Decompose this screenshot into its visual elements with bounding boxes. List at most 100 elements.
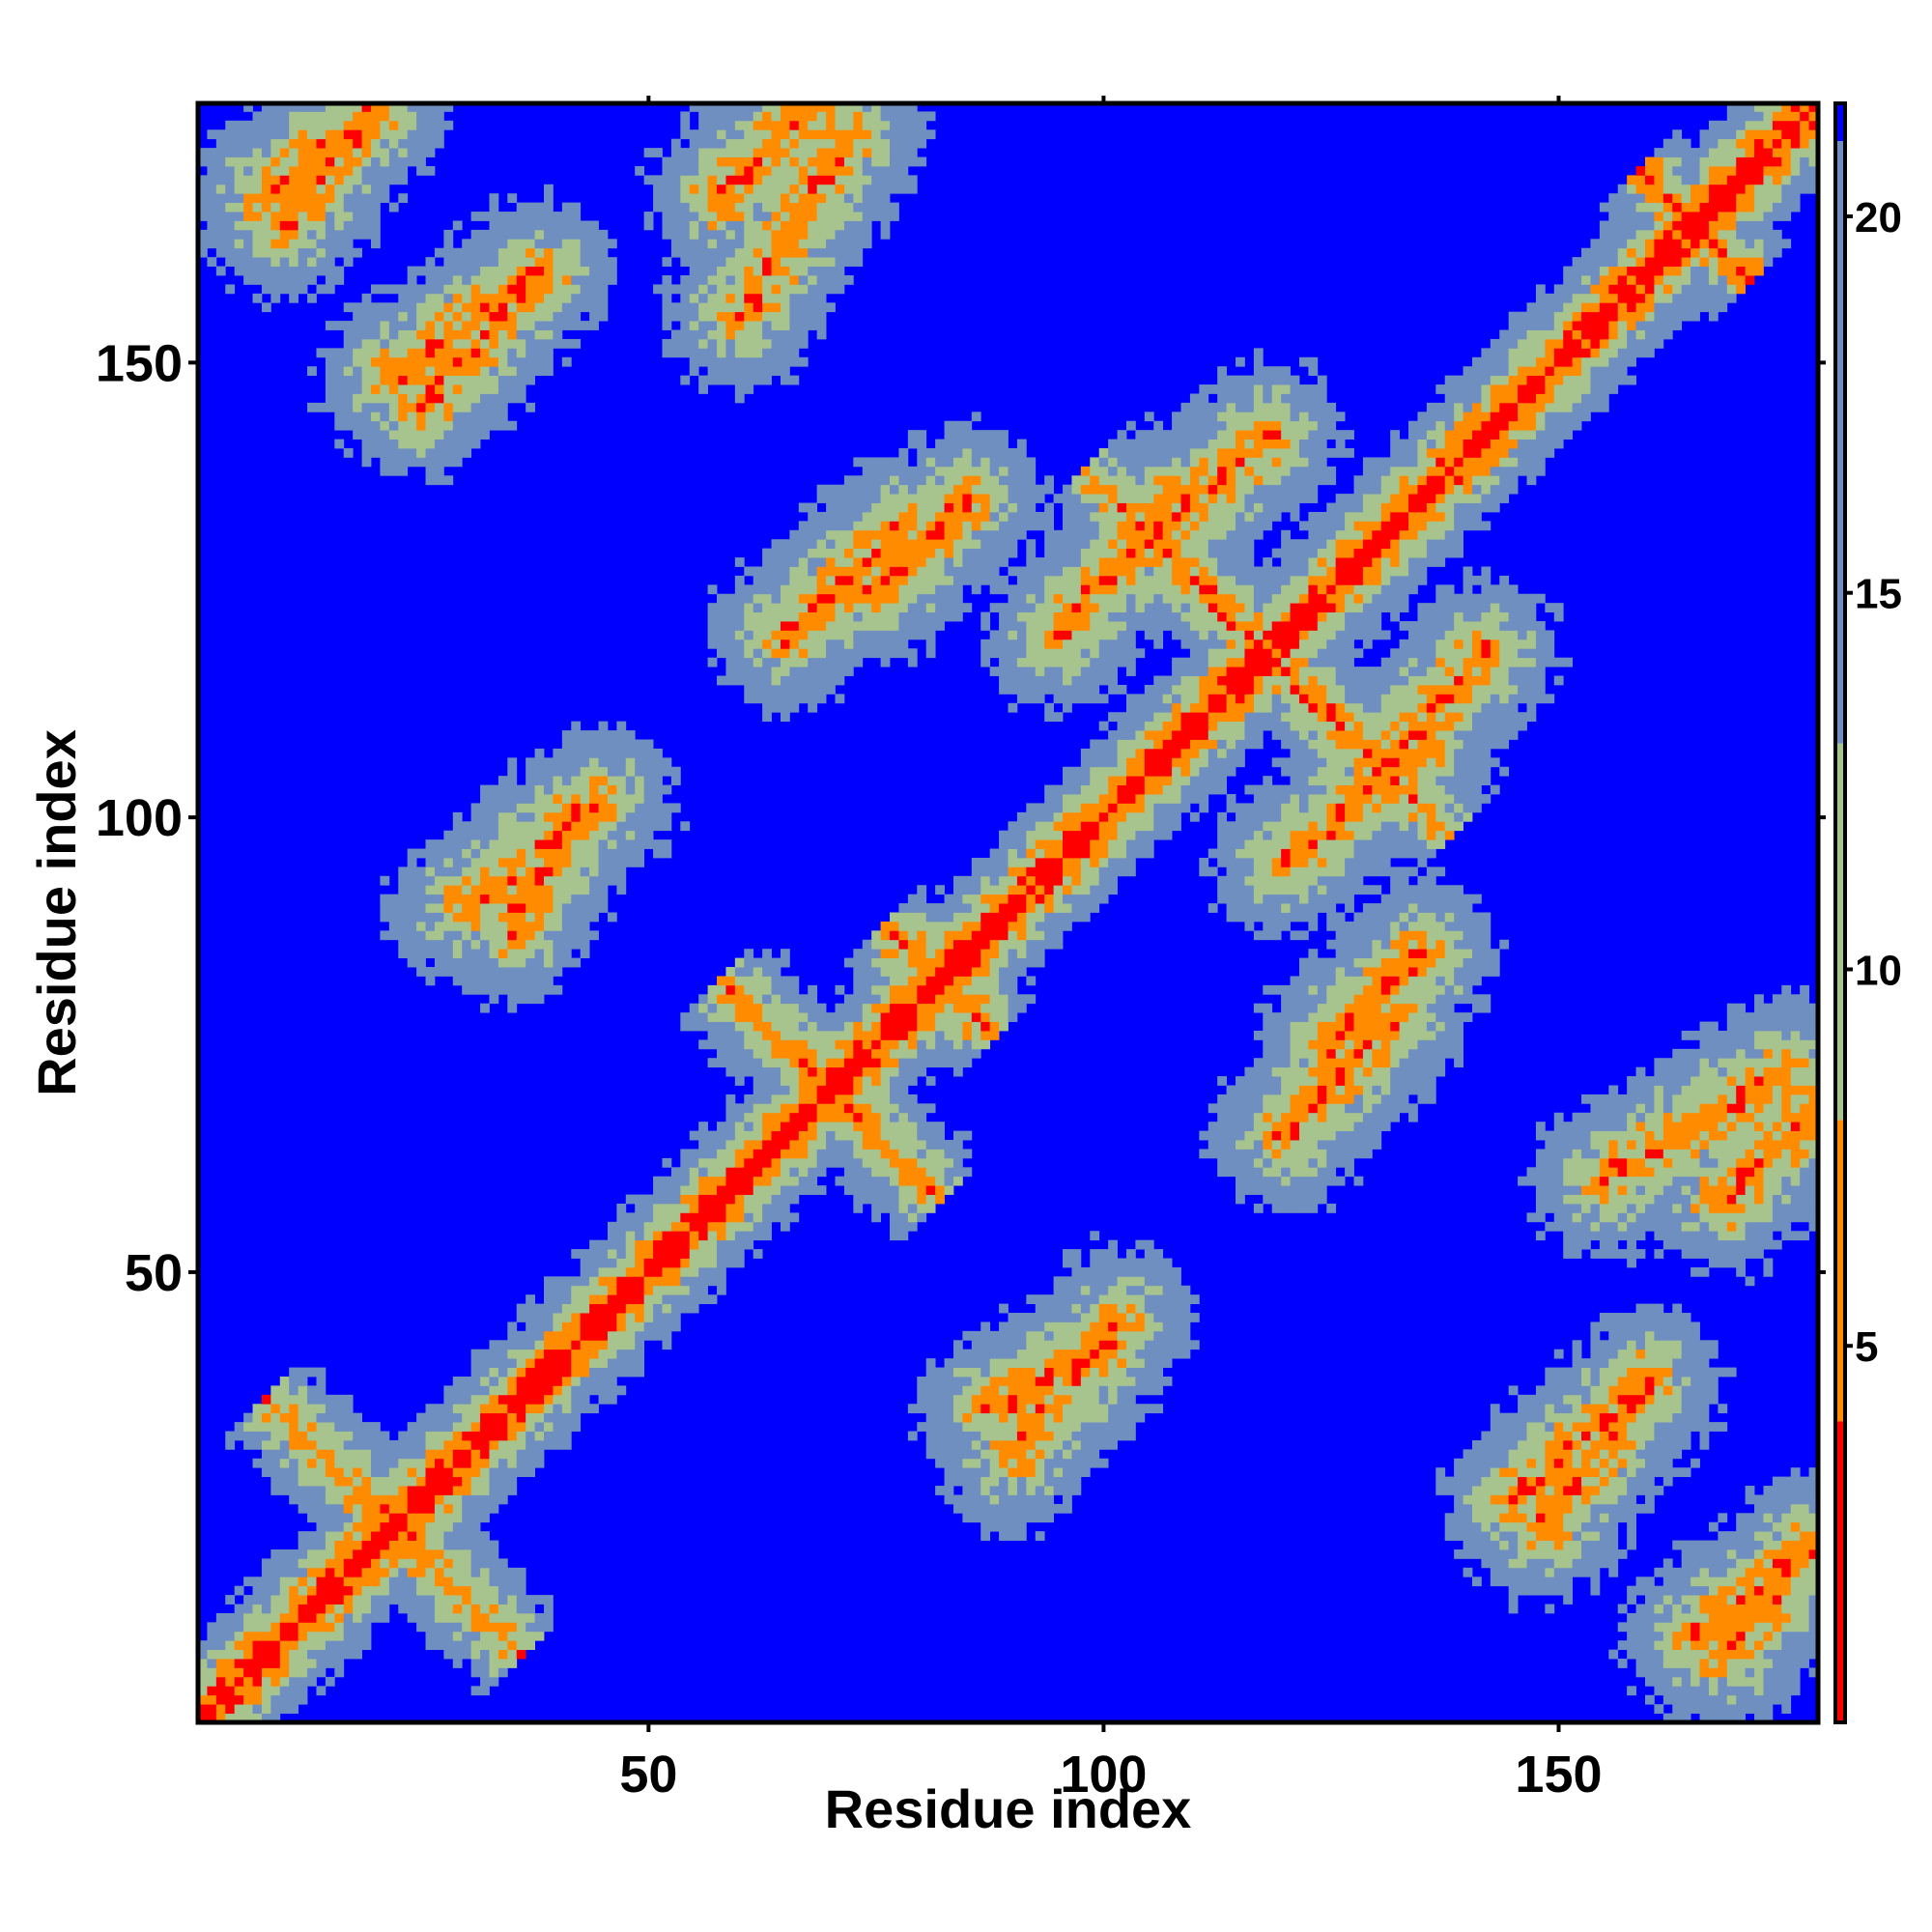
heatmap-cell [507, 976, 518, 986]
heatmap-cell [526, 776, 535, 785]
heatmap-cell [971, 1330, 981, 1341]
heatmap-cell [1590, 1577, 1601, 1587]
heatmap-cell [1071, 1439, 1082, 1450]
heatmap-cell [1563, 1558, 1574, 1569]
heatmap-cell [489, 1458, 499, 1468]
heatmap-cell [1044, 1494, 1055, 1505]
heatmap-cell [534, 275, 545, 285]
heatmap-cell [944, 1467, 954, 1478]
heatmap-cell [452, 1612, 463, 1623]
heatmap-cell [962, 1449, 973, 1460]
heatmap-cell [470, 1604, 481, 1614]
heatmap-cell [670, 239, 681, 249]
heatmap-cell [371, 1531, 381, 1541]
heatmap-cell [635, 1313, 645, 1322]
heatmap-cell [270, 148, 281, 157]
heatmap-cell [243, 220, 253, 231]
heatmap-cell [662, 811, 672, 822]
heatmap-cell [270, 165, 281, 176]
heatmap-cell [425, 1640, 436, 1651]
heatmap-cell [1662, 1412, 1673, 1423]
heatmap-cell [1189, 1294, 1200, 1305]
heatmap-cell [307, 247, 317, 258]
heatmap-cell [470, 1649, 481, 1660]
heatmap-cell [489, 266, 499, 276]
heatmap-cell [289, 165, 299, 176]
heatmap-cell [1654, 1467, 1664, 1478]
heatmap-cell [1662, 1376, 1673, 1386]
heatmap-cell [635, 776, 645, 785]
heatmap-cell [1718, 1704, 1728, 1714]
heatmap-cell [270, 212, 281, 221]
heatmap-cell [343, 111, 354, 122]
heatmap-cell [707, 1021, 718, 1032]
heatmap-cell [325, 402, 335, 412]
heatmap-cell [526, 1313, 535, 1322]
heatmap-cell [334, 1640, 345, 1651]
heatmap-cell [380, 193, 390, 204]
heatmap-cell [1035, 1513, 1045, 1523]
heatmap-cell [526, 302, 535, 313]
heatmap-cell [462, 1503, 472, 1514]
heatmap-cell [1471, 1503, 1482, 1514]
heatmap-cell [489, 994, 499, 1005]
heatmap-cell [307, 1422, 317, 1432]
heatmap-cell [1599, 1422, 1609, 1432]
heatmap-cell [1627, 1521, 1636, 1532]
heatmap-cell [343, 1503, 354, 1514]
heatmap-cell [616, 739, 627, 750]
heatmap-cell [215, 229, 226, 240]
heatmap-cell [489, 794, 499, 804]
heatmap-cell [962, 1467, 973, 1478]
heatmap-cell [480, 1604, 490, 1614]
heatmap-cell [1790, 1513, 1801, 1523]
heatmap-cell [689, 1167, 699, 1178]
heatmap-cell [443, 457, 454, 468]
heatmap-cell [489, 1449, 499, 1460]
heatmap-cell [944, 1449, 954, 1460]
heatmap-cell [289, 193, 299, 204]
heatmap-cell [1463, 1467, 1473, 1478]
heatmap-cell [1681, 1540, 1691, 1550]
heatmap-cell [1754, 1521, 1764, 1532]
heatmap-cell [270, 284, 281, 295]
heatmap-cell [261, 1422, 271, 1432]
heatmap-cell [334, 1513, 345, 1523]
heatmap-cell [1781, 1494, 1792, 1505]
heatmap-cell [553, 1376, 563, 1386]
heatmap-cell [407, 1604, 417, 1614]
heatmap-cell [526, 930, 535, 941]
heatmap-cell [1125, 1431, 1136, 1441]
heatmap-cell [635, 1367, 645, 1378]
heatmap-cell [480, 1667, 490, 1678]
heatmap-cell [1772, 1640, 1782, 1651]
heatmap-cell [534, 857, 545, 867]
heatmap-cell [480, 1349, 490, 1359]
heatmap-cell [1526, 1458, 1537, 1468]
heatmap-cell [653, 193, 663, 204]
heatmap-cell [598, 1340, 609, 1350]
heatmap-cell [1572, 1449, 1582, 1460]
heatmap-cell [571, 921, 582, 931]
heatmap-cell [307, 1385, 317, 1396]
heatmap-cell [971, 1513, 981, 1523]
heatmap-cell [1125, 1321, 1136, 1332]
heatmap-cell [1535, 1422, 1546, 1432]
heatmap-cell [470, 930, 481, 941]
heatmap-cell [1080, 1330, 1091, 1341]
heatmap-cell [598, 757, 609, 768]
heatmap-cell [452, 375, 463, 385]
heatmap-cell [544, 784, 554, 795]
heatmap-cell [1080, 1376, 1091, 1386]
heatmap-cell [1718, 1212, 1728, 1223]
heatmap-cell [1808, 1212, 1819, 1223]
heatmap-cell [270, 184, 281, 194]
heatmap-cell [489, 1385, 499, 1396]
heatmap-cell [361, 1595, 372, 1605]
heatmap-cell [516, 1404, 526, 1414]
heatmap-cell [1117, 1330, 1127, 1341]
heatmap-cell [1754, 1686, 1764, 1696]
heatmap-cell [1499, 1521, 1510, 1532]
heatmap-cell [1508, 1585, 1519, 1596]
heatmap-cell [497, 366, 508, 377]
